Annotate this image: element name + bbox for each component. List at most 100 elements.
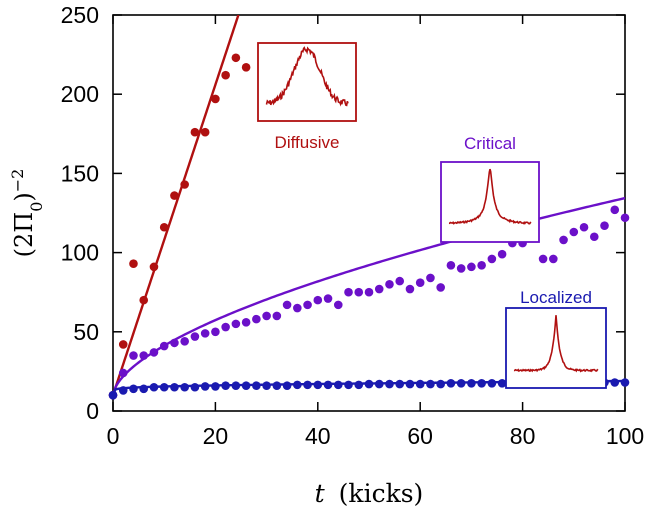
point-critical — [200, 329, 210, 338]
point-diffusive — [170, 191, 179, 200]
point-localized — [467, 378, 476, 388]
point-critical — [149, 348, 159, 357]
point-critical — [170, 338, 179, 348]
point-diffusive — [180, 180, 189, 189]
point-localized — [333, 380, 343, 390]
point-localized — [200, 382, 210, 391]
x-tick-label: 60 — [407, 423, 433, 449]
point-critical — [282, 300, 292, 310]
point-critical — [272, 311, 282, 321]
point-localized — [497, 378, 507, 388]
inset-frame — [257, 42, 357, 122]
point-diffusive — [190, 127, 200, 137]
point-critical — [262, 311, 271, 321]
x-tick-label: 40 — [305, 423, 331, 449]
point-localized — [108, 390, 118, 400]
x-axis-label-var: t — [315, 479, 326, 508]
point-critical — [180, 337, 189, 346]
point-critical — [569, 227, 579, 237]
inset-localized: Localized — [505, 288, 607, 389]
point-critical — [303, 300, 312, 310]
y-axis-label-base: (2Π — [10, 212, 38, 258]
point-critical — [354, 287, 364, 297]
axis-ticks: 0 20 40 60 80 100 0 50 100 150 200 250 — [61, 2, 645, 449]
point-critical — [600, 221, 609, 230]
point-critical — [221, 322, 230, 332]
inset-curve — [513, 315, 599, 373]
point-localized — [620, 378, 630, 387]
point-localized — [272, 381, 282, 390]
point-localized — [313, 380, 323, 390]
point-critical — [426, 273, 435, 283]
point-critical — [190, 332, 200, 341]
point-critical — [589, 232, 599, 242]
point-localized — [241, 381, 251, 390]
point-localized — [170, 382, 179, 392]
point-critical — [323, 294, 333, 303]
point-critical — [333, 300, 343, 310]
insets: Diffusive Critical Localized — [257, 42, 607, 389]
y-tick-label: 100 — [61, 240, 99, 266]
point-critical — [129, 351, 138, 360]
point-localized — [149, 382, 159, 392]
point-critical — [344, 287, 353, 297]
x-tick-label: 100 — [606, 423, 644, 449]
data-points — [108, 53, 630, 400]
x-axis-label: t (kicks) — [315, 479, 424, 508]
point-diffusive — [231, 53, 241, 63]
point-critical — [456, 264, 466, 273]
point-critical — [293, 303, 302, 313]
point-localized — [487, 378, 497, 388]
point-diffusive — [129, 259, 138, 268]
point-critical — [231, 319, 241, 329]
y-tick-label: 150 — [61, 160, 99, 186]
point-localized — [303, 380, 312, 390]
point-localized — [610, 378, 620, 387]
point-critical — [446, 260, 456, 270]
point-critical — [487, 254, 497, 264]
y-axis-label: (2Π0)−2 — [8, 169, 46, 258]
point-critical — [579, 222, 589, 232]
point-critical — [477, 260, 486, 270]
point-localized — [293, 380, 302, 390]
point-localized — [129, 384, 138, 394]
point-localized — [426, 379, 435, 389]
point-critical — [610, 205, 620, 215]
point-diffusive — [200, 127, 210, 137]
point-critical — [211, 327, 220, 337]
point-localized — [374, 379, 384, 389]
point-localized — [344, 380, 353, 390]
point-critical — [620, 213, 630, 223]
y-axis-label-close: ) — [10, 192, 38, 201]
point-critical — [467, 262, 476, 272]
point-critical — [385, 279, 394, 289]
point-diffusive — [241, 62, 251, 72]
point-localized — [262, 381, 271, 390]
x-tick-label: 80 — [510, 423, 536, 449]
point-diffusive — [221, 70, 230, 80]
point-localized — [446, 378, 456, 388]
point-localized — [211, 382, 220, 391]
x-tick-label: 20 — [203, 423, 229, 449]
point-critical — [405, 284, 415, 294]
point-diffusive — [159, 222, 169, 232]
point-localized — [221, 381, 230, 390]
inset-curve — [448, 168, 532, 225]
svg-text:(2Π0)−2: (2Π0)−2 — [8, 169, 46, 258]
point-localized — [180, 382, 189, 392]
x-axis-label-unit: (kicks) — [339, 479, 424, 508]
fit-line-diffusive — [113, 15, 240, 396]
point-critical — [395, 276, 405, 286]
point-critical — [313, 295, 323, 305]
point-diffusive — [211, 94, 220, 104]
inset-label-critical: Critical — [464, 134, 516, 153]
point-critical — [497, 249, 507, 259]
point-critical — [538, 254, 548, 264]
point-critical — [139, 351, 149, 360]
inset-diffusive: Diffusive — [257, 42, 357, 152]
point-localized — [118, 386, 128, 395]
point-critical — [241, 317, 251, 327]
point-localized — [139, 384, 149, 394]
inset-label-diffusive: Diffusive — [275, 133, 340, 152]
